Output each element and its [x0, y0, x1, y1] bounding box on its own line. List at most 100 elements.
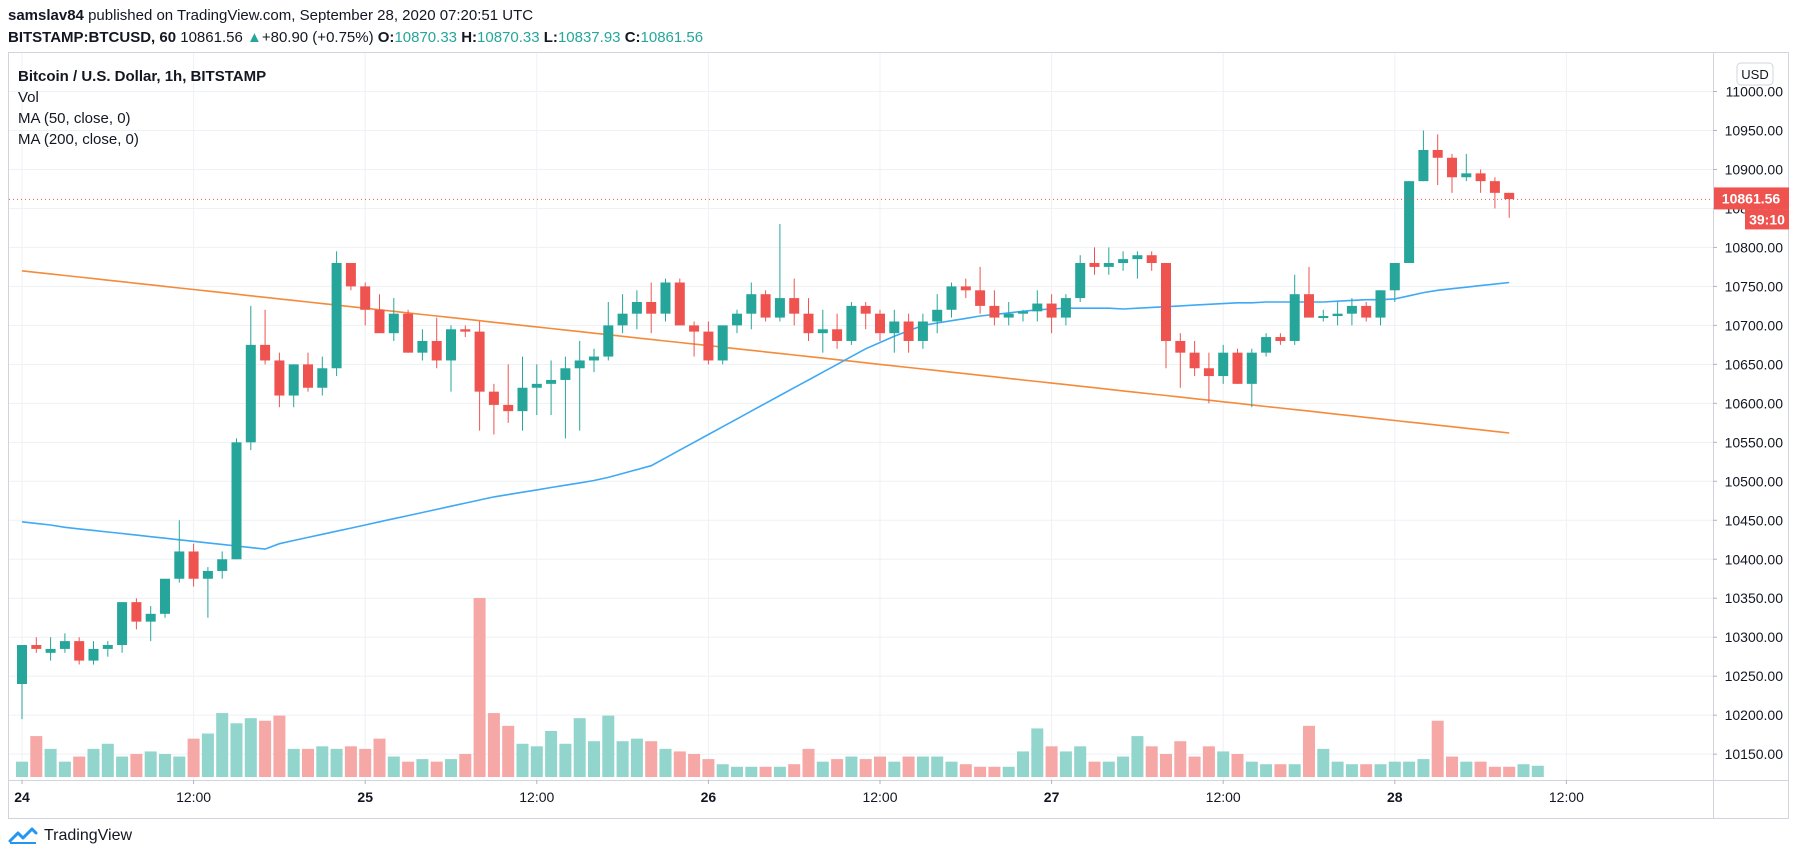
candle [703, 321, 714, 365]
candle [388, 298, 399, 341]
volume-bar [1245, 761, 1258, 777]
price-tick-label: 11000.00 [1726, 84, 1784, 100]
volume-bar [1202, 746, 1215, 777]
candle-body [503, 404, 514, 412]
volume-bar [473, 598, 486, 777]
volume-bar [845, 756, 858, 777]
chart-frame [8, 52, 1789, 819]
volume-bar [516, 743, 529, 777]
volume-bar [1288, 764, 1301, 777]
candle [102, 641, 113, 657]
volume-bar [716, 764, 729, 777]
candle [889, 309, 900, 353]
candle [45, 637, 56, 661]
candle-body [1261, 337, 1272, 353]
time-tick-label: 12:00 [176, 789, 211, 805]
candle [59, 633, 70, 653]
candle-body [1346, 305, 1357, 314]
volume-bar [874, 756, 886, 777]
legend-ma200[interactable]: MA (200, close, 0) [18, 131, 139, 148]
footer-brand[interactable]: TradingView [8, 827, 132, 845]
volume-bar [1417, 759, 1430, 777]
candle-body [975, 290, 986, 306]
currency-label: USD [1741, 67, 1768, 82]
candle [689, 321, 700, 357]
candle [517, 356, 528, 431]
candle [631, 290, 642, 330]
candle [1118, 251, 1129, 271]
candle [1246, 348, 1257, 408]
countdown-badge [1745, 209, 1789, 230]
low-label: L: [543, 29, 558, 46]
volume-bar [316, 746, 329, 777]
price-tick-label: 10150.00 [1725, 746, 1784, 762]
price-axis[interactable]: 10150.00 10200.00 10250.00 10300.00 10350.00… [1713, 84, 1783, 763]
volume-bar [1131, 736, 1144, 777]
candle-body [689, 325, 700, 332]
legend-vol[interactable]: Vol [18, 89, 39, 106]
volume-bars [16, 598, 1544, 777]
candle [1289, 274, 1300, 345]
volume-bar [616, 741, 629, 777]
volume-bar [87, 748, 100, 777]
candle [260, 309, 271, 365]
volume-bar [1231, 753, 1244, 777]
candle-body [1375, 290, 1386, 318]
volume-bar [1274, 764, 1287, 777]
candle-body [317, 368, 328, 388]
candle-body [74, 641, 85, 661]
candle [1175, 333, 1186, 388]
candle [617, 294, 628, 334]
close-value: 10861.56 [640, 29, 704, 46]
volume-bar [931, 756, 944, 777]
candle-body [1018, 311, 1028, 314]
candle-body [574, 360, 585, 369]
volume-bar [1074, 746, 1087, 777]
candle-body [1060, 298, 1071, 318]
candle-body [1046, 303, 1057, 318]
currency-badge[interactable]: USD [1736, 62, 1774, 86]
candle-body [1432, 149, 1443, 158]
candle [74, 637, 85, 665]
candle [145, 606, 156, 642]
candle [531, 364, 542, 416]
candle-body [345, 263, 356, 287]
volume-bar [602, 715, 615, 777]
candle-body [417, 340, 428, 353]
volume-bar [16, 761, 28, 777]
candle [946, 282, 957, 318]
volume-bar [1488, 766, 1501, 777]
last-price-line: 10861.56 39:10 [9, 187, 1789, 230]
time-tick-label: 24 [14, 789, 30, 805]
candle-body [560, 368, 571, 380]
time-axis[interactable]: 24 12:00 25 12:00 26 12:00 27 12:00 28 12:00 [14, 780, 1584, 805]
candle-body [145, 613, 156, 622]
candle-body [889, 321, 900, 334]
series-title: Bitcoin / U.S. Dollar, 1h, BITSTAMP [18, 68, 266, 85]
candle-body [403, 313, 414, 353]
candle-body [1404, 181, 1415, 264]
candle [345, 263, 356, 291]
candle-body [860, 305, 871, 314]
candle-body [1189, 352, 1200, 369]
candle-body [1118, 259, 1129, 264]
candle [1089, 247, 1100, 275]
candle [1032, 290, 1043, 322]
volume-bar [1031, 728, 1044, 777]
last-price-badge-label: 10861.56 [1722, 190, 1781, 206]
candle-body [932, 309, 943, 322]
candle [1389, 263, 1400, 302]
candle-body [989, 305, 1000, 318]
candle [1261, 333, 1272, 357]
candle-body [1304, 294, 1314, 318]
candle [1275, 333, 1286, 345]
candle-body [188, 551, 199, 579]
candle-body [1203, 368, 1214, 377]
candle-body [517, 387, 528, 412]
tradingview-logo-icon [8, 827, 38, 844]
legend-ma50[interactable]: MA (50, close, 0) [18, 110, 131, 127]
price-tick-label: 10500.00 [1725, 473, 1784, 489]
candle [674, 278, 685, 326]
candle [488, 383, 499, 435]
